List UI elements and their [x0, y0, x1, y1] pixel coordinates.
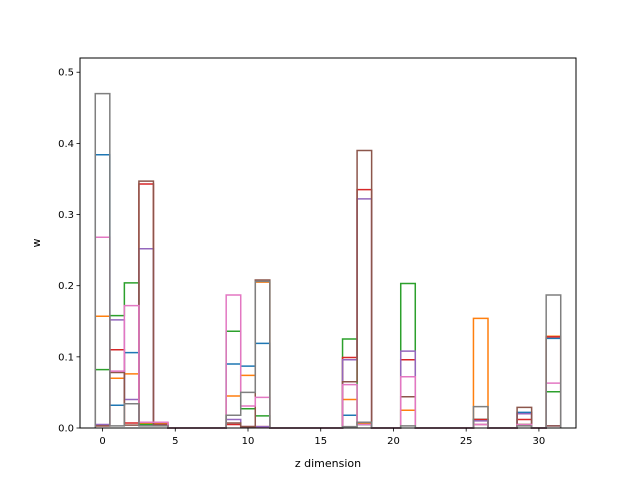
y-tick-label: 0.3	[58, 210, 74, 221]
y-axis-label: w	[30, 239, 43, 248]
y-tick-label: 0.2	[58, 281, 74, 292]
y-axis: 0.0 0.1 0.2 0.3 0.4 0.5	[58, 68, 80, 435]
x-axis: 0 5 10 15 20 25 30	[99, 428, 545, 447]
x-tick-label: 0	[99, 436, 105, 447]
y-tick-label: 0.5	[58, 68, 74, 79]
x-tick-label: 25	[460, 436, 473, 447]
y-tick-label: 0.4	[58, 139, 74, 150]
x-tick-label: 15	[314, 436, 327, 447]
x-tick-label: 20	[387, 436, 400, 447]
y-tick-label: 0.0	[58, 424, 74, 435]
x-axis-label: z dimension	[295, 457, 361, 470]
plot-frame	[79, 57, 577, 429]
x-tick-label: 5	[172, 436, 178, 447]
x-tick-label: 30	[533, 436, 546, 447]
x-tick-label: 10	[242, 436, 255, 447]
y-tick-label: 0.1	[58, 352, 74, 363]
